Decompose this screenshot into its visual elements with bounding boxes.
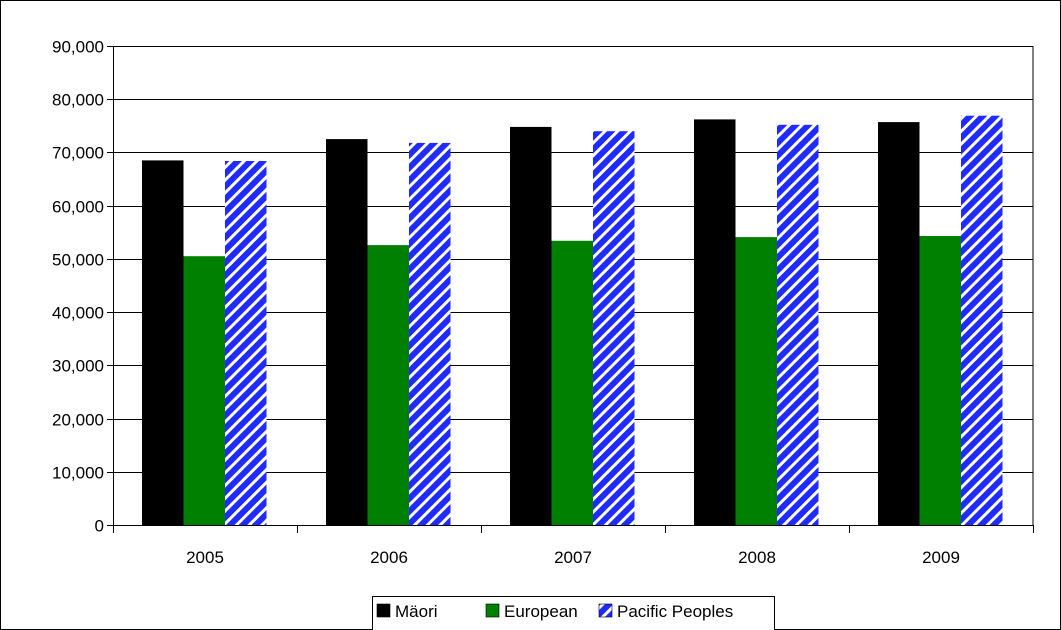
- bar-m-ori-2006: [326, 139, 368, 525]
- x-tick-label: 2008: [738, 548, 776, 567]
- legend: Mäori European Pacific Peoples: [372, 596, 775, 630]
- x-tick-label: 2006: [370, 548, 408, 567]
- x-axis: 2005 2006 2007 2008 2009: [113, 525, 1034, 567]
- bar-european-2006: [367, 245, 409, 525]
- y-tick-label: 30,000: [52, 357, 104, 376]
- y-tick-label: 10,000: [52, 464, 104, 483]
- x-tick-label: 2007: [554, 548, 592, 567]
- bar-pacific-peoples-2009: [961, 115, 1003, 525]
- y-tick-label: 50,000: [52, 251, 104, 270]
- y-tick-label: 40,000: [52, 304, 104, 323]
- bar-m-ori-2008: [694, 119, 736, 526]
- legend-box: [372, 596, 775, 630]
- legend-label: European: [504, 602, 578, 621]
- bar-european-2007: [551, 240, 593, 526]
- y-tick-label: 20,000: [52, 411, 104, 430]
- y-tick-label: 90,000: [52, 38, 104, 57]
- legend-label: Pacific Peoples: [617, 602, 733, 621]
- bar-european-2005: [183, 256, 225, 525]
- legend-swatch: [376, 603, 391, 618]
- y-tick-label: 0: [95, 517, 104, 536]
- bar-m-ori-2005: [142, 160, 184, 525]
- bar-pacific-peoples-2008: [777, 124, 819, 526]
- bar-pacific-peoples-2005: [225, 161, 267, 525]
- y-axis: 0 10,000 20,000 30,000 40,000 50,000 60,000 70,…: [52, 38, 114, 536]
- bar-european-2009: [919, 236, 961, 525]
- legend-swatch: [598, 603, 613, 618]
- y-tick-label: 70,000: [52, 144, 104, 163]
- x-tick-label: 2009: [922, 548, 960, 567]
- legend-swatch: [485, 603, 500, 618]
- bars: [142, 115, 1003, 526]
- bar-m-ori-2009: [878, 122, 920, 525]
- y-tick-label: 80,000: [52, 91, 104, 110]
- legend-label: Mäori: [395, 602, 438, 621]
- x-tick-label: 2005: [186, 548, 224, 567]
- y-tick-label: 60,000: [52, 198, 104, 217]
- bar-pacific-peoples-2007: [593, 131, 635, 525]
- bar-pacific-peoples-2006: [409, 142, 451, 525]
- bar-m-ori-2007: [510, 126, 552, 526]
- bar-european-2008: [735, 237, 777, 525]
